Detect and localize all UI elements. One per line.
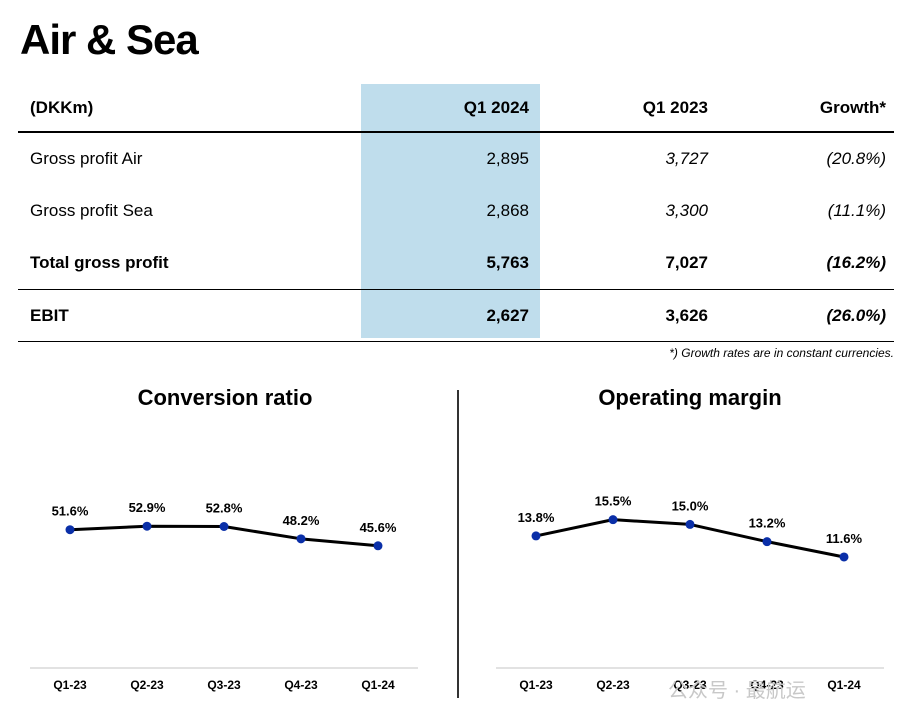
chart-title-operating-margin: Operating margin — [598, 385, 782, 410]
table-header-row: (DKKm) Q1 2024 Q1 2023 Growth* — [18, 84, 894, 133]
row-label: Gross profit Sea — [30, 201, 153, 220]
table-row: Gross profit Sea 2,868 3,300 (11.1%) — [18, 185, 894, 237]
page-title: Air & Sea — [20, 16, 199, 63]
x-tick-label: Q3-23 — [207, 678, 241, 692]
data-point — [685, 519, 695, 529]
row-growth-value: (11.1%) — [827, 201, 886, 220]
row-q1-2023-value: 3,727 — [665, 149, 708, 168]
data-label: 52.9% — [129, 500, 166, 515]
x-tick-label: Q1-24 — [361, 678, 395, 692]
operating-margin-chart: 13.8% Q1-23 15.5% Q2-23 15.0% Q3-23 13.2% Q4-23… — [496, 494, 884, 692]
row-growth-value: (16.2%) — [826, 253, 886, 272]
row-q1-2023-value: 3,626 — [665, 305, 708, 325]
x-tick-label: Q4-23 — [750, 678, 784, 692]
data-label: 52.8% — [206, 500, 243, 515]
watermark-text: 公众号 · 最航运 — [668, 680, 806, 702]
x-tick-label: Q1-23 — [519, 678, 553, 692]
data-label: 13.8% — [518, 510, 555, 525]
data-label: 13.2% — [749, 516, 786, 531]
row-label: Total gross profit — [30, 253, 169, 272]
chart-title-conversion-ratio: Conversion ratio — [137, 385, 313, 410]
row-q1-2023-value: 7,027 — [665, 253, 708, 272]
data-point — [142, 521, 152, 531]
row-growth-value: (20.8%) — [826, 149, 886, 168]
data-label: 11.6% — [826, 531, 863, 546]
conversion-ratio-chart: 51.6% Q1-23 52.9% Q2-23 52.8% Q3-23 48.2% Q4-23… — [30, 500, 418, 692]
x-tick-label: Q1-23 — [53, 678, 87, 692]
x-tick-label: Q4-23 — [284, 678, 318, 692]
data-point — [531, 531, 541, 541]
row-q1-2023-value: 3,300 — [665, 201, 708, 220]
row-growth-value: (26.0%) — [826, 305, 886, 325]
data-label: 45.6% — [360, 520, 397, 535]
header-q1-2023: Q1 2023 — [642, 97, 708, 117]
x-tick-label: Q1-24 — [827, 678, 861, 692]
x-tick-label: Q2-23 — [596, 678, 630, 692]
q1-2024-column-highlight — [361, 84, 540, 338]
data-point — [296, 534, 306, 544]
header-growth: Growth* — [819, 97, 886, 117]
header-q1-2024: Q1 2024 — [463, 97, 529, 117]
header-unit: (DKKm) — [30, 97, 94, 117]
financial-table: (DKKm) Q1 2024 Q1 2023 Growth* Gross pro… — [18, 84, 894, 342]
row-q1-2024-value: 2,895 — [486, 149, 529, 168]
table-row-ebit: EBIT 2,627 3,626 (26.0%) — [18, 289, 894, 342]
data-label: 48.2% — [283, 513, 320, 528]
table-row: Gross profit Air 2,895 3,727 (20.8%) — [18, 133, 894, 185]
x-tick-label: Q3-23 — [673, 678, 707, 692]
data-point — [219, 521, 229, 531]
row-label: Gross profit Air — [30, 149, 143, 168]
row-q1-2024-value: 2,627 — [486, 305, 529, 325]
x-tick-label: Q2-23 — [130, 678, 164, 692]
data-label: 15.0% — [672, 498, 709, 513]
data-point — [762, 537, 772, 547]
row-q1-2024-value: 2,868 — [486, 201, 529, 220]
table-row-total: Total gross profit 5,763 7,027 (16.2%) — [18, 237, 894, 289]
chart-divider — [457, 390, 459, 698]
data-point — [839, 552, 849, 562]
row-q1-2024-value: 5,763 — [486, 253, 529, 272]
row-label: EBIT — [30, 305, 69, 325]
data-point — [608, 515, 618, 525]
data-label: 15.5% — [595, 494, 632, 509]
footnote: *) Growth rates are in constant currenci… — [669, 346, 894, 360]
data-point — [65, 525, 75, 535]
data-point — [373, 541, 383, 551]
data-label: 51.6% — [52, 504, 89, 519]
